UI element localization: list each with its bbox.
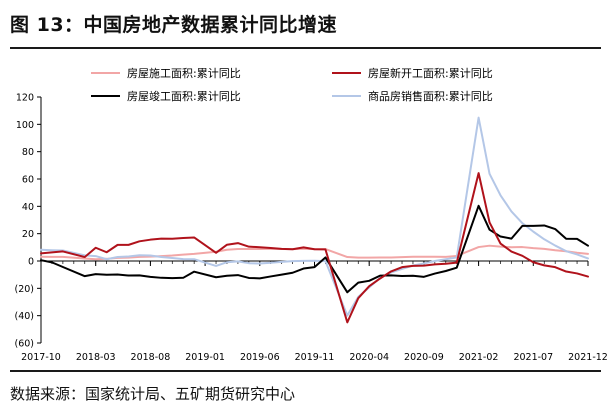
source-note: 数据来源：国家统计局、五矿期货研究中心 xyxy=(10,385,296,403)
y-tick-label: (20) xyxy=(14,284,34,295)
axes: 120 100 80 60 40 20 0 (20) (40) (60) 2017-10 2018-0… xyxy=(14,93,607,364)
y-tick-label: 0 xyxy=(28,257,34,268)
series-line-3 xyxy=(40,204,589,294)
x-tick-label: 2021-02 xyxy=(459,352,499,363)
y-tick-label: (40) xyxy=(14,311,34,322)
y-tick-label: 20 xyxy=(22,229,34,240)
x-tick-label: 2019-01 xyxy=(185,352,225,363)
source-rule xyxy=(10,370,601,372)
y-tick-label: 60 xyxy=(22,175,34,186)
x-tick-label: 2021-12 xyxy=(568,352,608,363)
legend-label: 商品房销售面积:累计同比 xyxy=(368,89,493,103)
y-tick-label: 40 xyxy=(22,202,34,213)
legend-item: 房屋施工面积:累计同比 xyxy=(91,67,241,80)
title-rule xyxy=(10,47,601,49)
x-tick-label: 2017-10 xyxy=(21,352,61,363)
series-line-2 xyxy=(40,172,589,324)
chart-title: 图 13：中国房地产数据累计同比增速 xyxy=(10,14,338,36)
y-tick-label: 80 xyxy=(22,147,34,158)
y-tick-label: 100 xyxy=(16,120,34,131)
legend-item: 商品房销售面积:累计同比 xyxy=(332,89,493,103)
x-tick-label: 2019-11 xyxy=(295,352,335,363)
y-tick-label: (60) xyxy=(14,339,34,350)
x-tick-label: 2019-06 xyxy=(240,352,280,363)
x-tick-label: 2018-08 xyxy=(131,352,171,363)
legend-label: 房屋施工面积:累计同比 xyxy=(127,67,241,80)
legend-label: 房屋新开工面积:累计同比 xyxy=(368,66,493,80)
series-lines xyxy=(40,116,589,324)
legend-item: 房屋新开工面积:累计同比 xyxy=(332,66,493,80)
x-tick-label: 2020-09 xyxy=(404,352,444,363)
legend-item: 房屋竣工面积:累计同比 xyxy=(91,89,241,103)
x-tick-label: 2018-03 xyxy=(76,352,116,363)
x-tick-label: 2020-04 xyxy=(349,352,389,363)
y-tick-label: 120 xyxy=(16,93,34,104)
legend-label: 房屋竣工面积:累计同比 xyxy=(127,89,241,103)
series-line-4 xyxy=(40,116,589,317)
x-tick-label: 2021-07 xyxy=(513,352,553,363)
